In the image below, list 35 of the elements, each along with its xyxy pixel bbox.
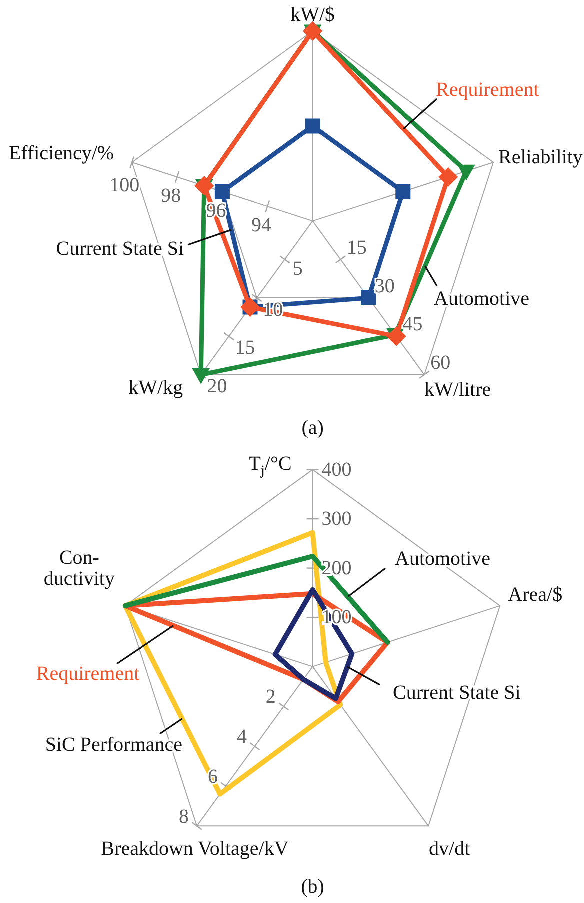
text: 15 <box>346 236 367 259</box>
text: 2 <box>266 686 276 708</box>
text: 5 <box>292 258 303 280</box>
text: 100 <box>110 174 140 196</box>
text: Requirement <box>436 79 540 101</box>
spoke-label: Breakdown Voltage/kV <box>101 838 290 860</box>
text: 98 <box>161 185 182 208</box>
text: 94 <box>251 214 272 237</box>
series-label: Automotive <box>434 288 530 310</box>
spoke-label: T$_{j}$/°C <box>248 452 292 479</box>
text: 20 <box>207 376 228 398</box>
text: 30 <box>374 275 395 298</box>
text: 300 <box>322 508 352 530</box>
spoke-label: kW/kg <box>128 376 184 399</box>
text: 4 <box>236 726 247 748</box>
spoke-label: kW/$ <box>290 4 336 26</box>
text: 60 <box>430 352 451 374</box>
spoke-label: Efficiency/% <box>8 142 114 164</box>
spoke-label: dv/dt <box>429 838 471 860</box>
spoke-label: kW/litre <box>424 378 492 401</box>
text: 15 <box>235 337 256 360</box>
text: (a) <box>302 417 324 440</box>
text: 45 <box>402 314 423 336</box>
text: 8 <box>179 806 190 828</box>
text: Current State Si <box>56 238 184 260</box>
text: (b) <box>301 876 324 898</box>
text: Automotive <box>395 548 491 570</box>
text: 10 <box>263 298 284 321</box>
spoke-label: Con- ductivity <box>44 546 115 590</box>
spoke-label: Area/$ <box>508 584 563 606</box>
text: 400 <box>322 458 352 481</box>
spoke-label: Reliability <box>498 146 583 168</box>
text: Requirement <box>36 663 140 685</box>
series-label: SiC Performance <box>45 734 183 756</box>
text: Current State Si <box>393 682 522 704</box>
